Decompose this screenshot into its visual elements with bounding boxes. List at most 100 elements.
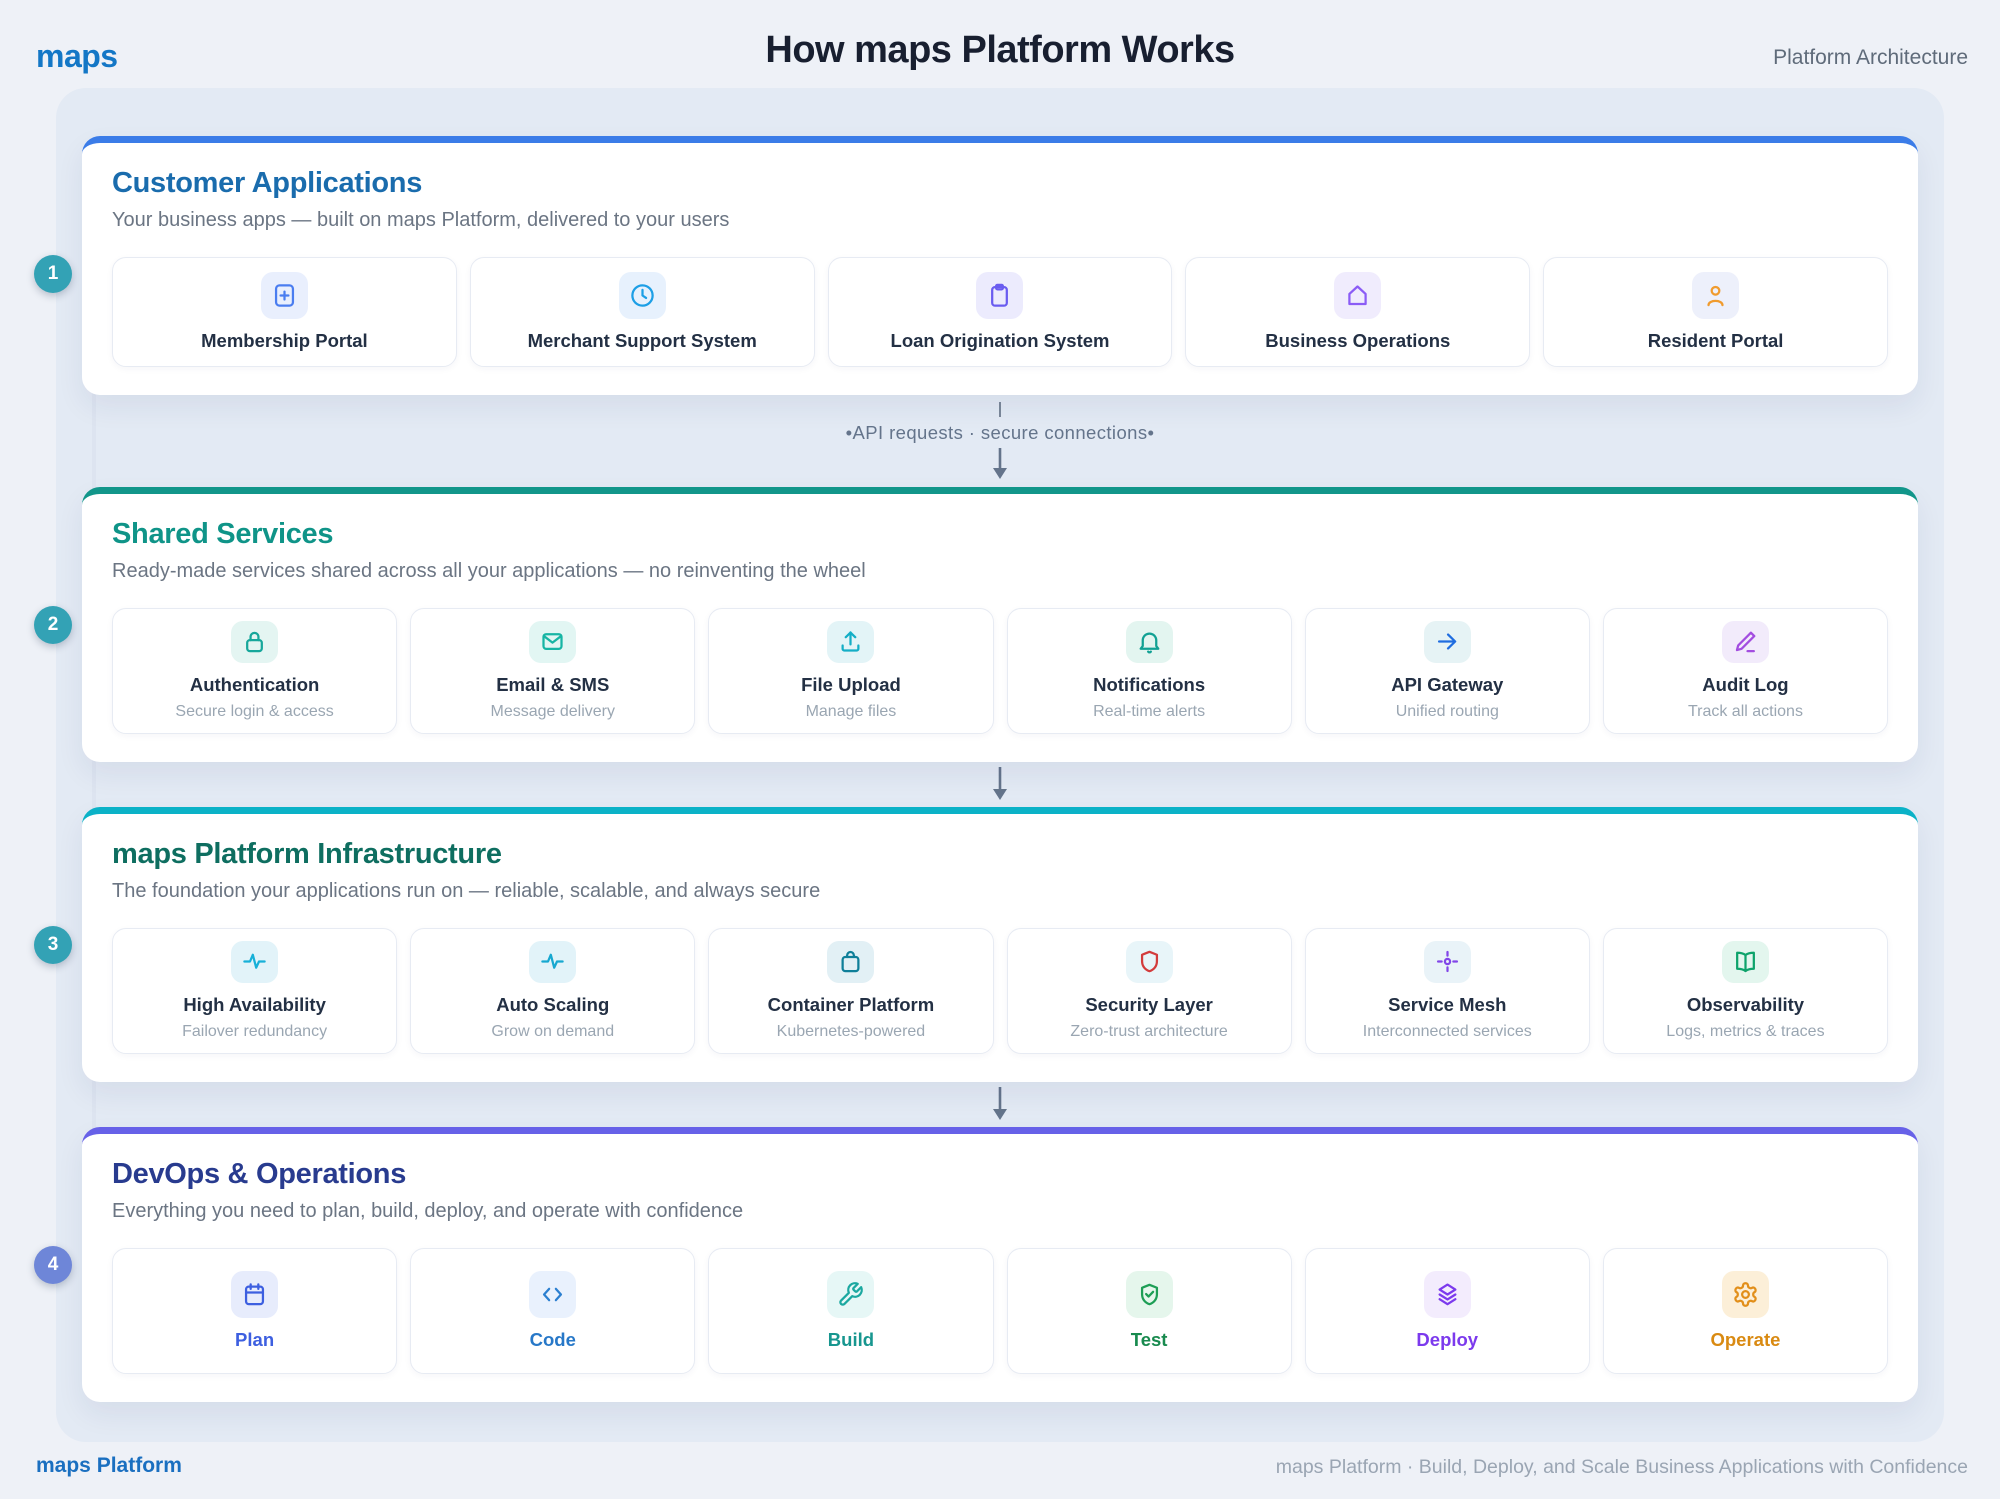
section-title: Customer Applications: [112, 167, 423, 199]
card-subtitle: Logs, metrics & traces: [1666, 1022, 1825, 1040]
section-title: maps Platform Infrastructure: [112, 837, 502, 870]
bell-icon: [1125, 620, 1173, 663]
card-label: Loan Origination System: [890, 330, 1110, 351]
card-label: Code: [529, 1329, 576, 1350]
card-observability[interactable]: Observability Logs, metrics & traces: [1602, 927, 1889, 1054]
card-authentication[interactable]: Authentication Secure login & access: [112, 607, 398, 734]
card-label: Business Operations: [1265, 330, 1451, 351]
card-security-layer[interactable]: Security Layer Zero-trust architecture: [1006, 927, 1292, 1054]
section-subtitle: Everything you need to plan, build, depl…: [112, 1200, 744, 1222]
card-loan-origination-system[interactable]: Loan Origination System: [827, 257, 1173, 367]
card-label: High Availability: [183, 993, 326, 1015]
clipboard-icon: [976, 272, 1024, 319]
connector-stub-line: [998, 401, 1002, 417]
card-label: Auto Scaling: [496, 993, 610, 1015]
shield-icon: [1125, 940, 1173, 983]
arrow-right-icon: [1423, 620, 1471, 663]
card-label: Observability: [1686, 993, 1805, 1015]
connector-infra-to-devops: [82, 1082, 1918, 1127]
maps-logo[interactable]: maps: [36, 38, 118, 74]
card-auto-scaling[interactable]: Auto Scaling Grow on demand: [410, 927, 696, 1054]
card-label: Audit Log: [1702, 673, 1789, 695]
card-subtitle: Unified routing: [1395, 702, 1499, 720]
card-api-gateway[interactable]: API Gateway Unified routing: [1304, 607, 1590, 734]
card-test[interactable]: Test: [1006, 1248, 1292, 1374]
shield-check-icon: [1125, 1271, 1173, 1318]
connector-services-to-infra: [82, 762, 1918, 807]
card-subtitle: Interconnected services: [1362, 1022, 1532, 1040]
connector-label: •API requests · secure connections•: [845, 421, 1155, 443]
person-icon: [1692, 272, 1740, 319]
code-icon: [529, 1271, 577, 1318]
pulse-icon: [529, 940, 577, 983]
card-label: Test: [1130, 1329, 1168, 1350]
card-label: API Gateway: [1391, 673, 1504, 695]
step-badge-3: 3: [34, 925, 72, 964]
pen-icon: [1721, 620, 1769, 663]
plus-square-icon: [260, 272, 308, 319]
card-label: Resident Portal: [1647, 330, 1784, 351]
card-membership-portal[interactable]: Membership Portal: [112, 257, 457, 367]
card-merchant-support-system[interactable]: Merchant Support System: [469, 257, 815, 367]
down-arrow-icon: [993, 447, 1007, 479]
shared-services-row: Authentication Secure login & access Email…: [112, 607, 1889, 734]
section-title: DevOps & Operations: [112, 1158, 407, 1190]
card-file-upload[interactable]: File Upload Manage files: [708, 607, 994, 734]
wrench-icon: [827, 1271, 875, 1318]
section-devops-operations: 4 DevOps & Operations Everything you nee…: [34, 1127, 1918, 1402]
page-header: maps How maps Platform Works Platform Ar…: [0, 0, 2000, 92]
card-subtitle: Message delivery: [490, 702, 616, 720]
upload-icon: [827, 620, 875, 663]
section-subtitle: Ready-made services shared across all yo…: [112, 559, 866, 582]
card-subtitle: Manage files: [805, 702, 897, 720]
card-subtitle: Zero-trust architecture: [1070, 1022, 1228, 1040]
section-title: Shared Services: [112, 517, 334, 550]
card-label: Security Layer: [1085, 993, 1213, 1015]
card-label: Authentication: [189, 673, 320, 695]
card-container-platform[interactable]: Container Platform Kubernetes-powered: [708, 927, 994, 1054]
card-label: Merchant Support System: [527, 330, 757, 351]
card-subtitle: Kubernetes-powered: [776, 1022, 926, 1040]
card-label: Notifications: [1093, 673, 1206, 695]
step-badge-2: 2: [34, 605, 72, 644]
card-audit-log[interactable]: Audit Log Track all actions: [1602, 607, 1889, 734]
card-label: Deploy: [1416, 1329, 1479, 1350]
lock-icon: [231, 620, 279, 663]
mail-icon: [529, 620, 577, 663]
card-label: File Upload: [801, 673, 901, 695]
customer-apps-row: Membership Portal Merchant Support System…: [112, 257, 1888, 367]
card-label: Plan: [235, 1329, 275, 1350]
header-subtitle: Platform Architecture: [1773, 46, 1968, 69]
card-label: Container Platform: [767, 993, 935, 1015]
diagram-panel: 1 Customer Applications Your business ap…: [34, 88, 1944, 1442]
section-subtitle: Your business apps — built on maps Platf…: [112, 209, 730, 231]
down-arrow-icon: [993, 767, 1007, 801]
gear-icon: [1721, 1271, 1769, 1318]
page-title: How maps Platform Works: [765, 28, 1235, 71]
section-platform-infrastructure: 3 maps Platform Infrastructure The found…: [34, 806, 1918, 1082]
card-service-mesh[interactable]: Service Mesh Interconnected services: [1304, 927, 1590, 1054]
card-label: Email & SMS: [496, 673, 610, 695]
infrastructure-row: High Availability Failover redundancy Auto…: [112, 927, 1889, 1054]
card-email-sms[interactable]: Email & SMS Message delivery: [410, 607, 696, 734]
card-business-operations[interactable]: Business Operations: [1185, 257, 1531, 367]
clock-icon: [618, 272, 666, 319]
step-badge-4: 4: [34, 1246, 72, 1284]
card-high-availability[interactable]: High Availability Failover redundancy: [112, 927, 398, 1054]
devops-row: Plan Code Build Test Deploy Operate: [112, 1248, 1889, 1374]
section-customer-applications: 1 Customer Applications Your business ap…: [34, 136, 1918, 395]
card-notifications[interactable]: Notifications Real-time alerts: [1006, 607, 1292, 734]
card-subtitle: Track all actions: [1687, 702, 1803, 720]
card-deploy[interactable]: Deploy: [1304, 1248, 1590, 1374]
footer-brand: maps Platform: [36, 1454, 182, 1477]
bag-icon: [827, 940, 875, 983]
card-build[interactable]: Build: [708, 1248, 994, 1374]
card-label: Operate: [1710, 1329, 1781, 1350]
calendar-icon: [231, 1271, 279, 1318]
card-operate[interactable]: Operate: [1602, 1248, 1889, 1374]
card-label: Membership Portal: [201, 330, 368, 351]
card-code[interactable]: Code: [410, 1248, 696, 1374]
down-arrow-icon: [993, 1087, 1007, 1121]
card-resident-portal[interactable]: Resident Portal: [1543, 257, 1888, 367]
card-plan[interactable]: Plan: [112, 1248, 398, 1374]
